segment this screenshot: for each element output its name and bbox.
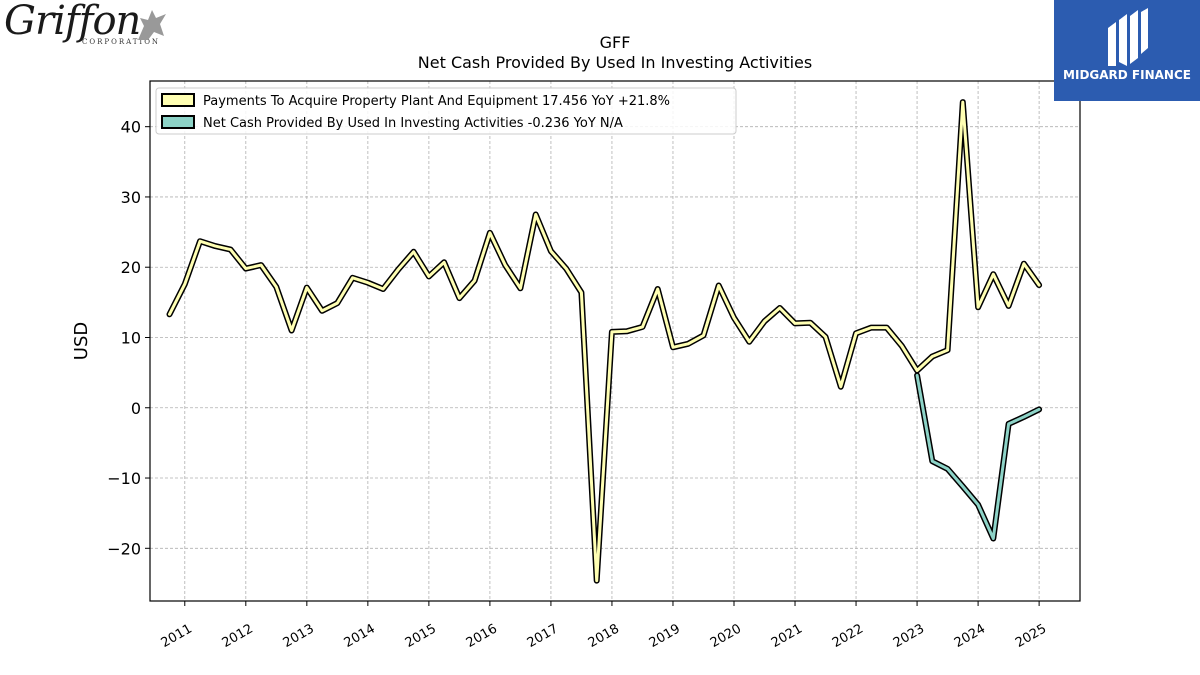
x-tick-label: 2022 [830,621,866,651]
series-lines [166,99,1043,584]
y-tick-label: −20 [107,539,141,558]
x-axis: 2011 2012 2013 2014 2015 2016 2017 2018 2019 2020… [159,601,1049,651]
griffin-icon [138,10,166,40]
y-tick-label: −10 [107,469,141,488]
y-tick-label: 40 [121,118,141,137]
y-tick-label: 0 [131,399,141,418]
x-tick-label: 2016 [464,621,500,651]
legend-box [155,87,737,135]
midgard-wordmark: MIDGARD FINANCE [1063,68,1191,82]
y-axis: −20 −10 0 10 20 30 40 [107,118,150,558]
x-tick-label: 2013 [281,621,317,651]
midgard-logo: MIDGARD FINANCE [1054,0,1200,101]
x-tick-label: 2025 [1013,621,1049,651]
series-line-1 [915,373,1041,540]
x-tick-label: 2015 [403,621,439,651]
y-axis-label: USD [71,322,92,360]
x-tick-label: 2024 [952,621,988,651]
chart-subtitle: Net Cash Provided By Used In Investing A… [418,53,812,72]
legend: Payments To Acquire Property Plant And E… [155,87,737,135]
series-outline-0 [166,99,1043,584]
griffon-sub: CORPORATION [82,38,161,46]
x-tick-label: 2020 [708,621,744,651]
series-line-0 [168,100,1041,583]
legend-label-investing: Net Cash Provided By Used In Investing A… [203,116,623,131]
plot-frame [149,80,1081,602]
chart-title: GFF [600,33,631,52]
x-tick-label: 2011 [159,621,195,651]
x-tick-label: 2021 [769,621,805,651]
y-tick-label: 20 [121,258,141,277]
x-tick-label: 2023 [891,621,927,651]
x-tick-label: 2018 [586,621,622,651]
griffon-wordmark: Griffon [4,0,141,44]
grid-lines [150,81,1080,601]
x-tick-label: 2019 [647,621,683,651]
y-tick-label: 10 [121,328,141,347]
midgard-mark-icon [1108,8,1148,66]
x-tick-label: 2012 [220,621,256,651]
y-tick-label: 30 [121,188,141,207]
legend-label-ppe: Payments To Acquire Property Plant And E… [203,94,670,109]
legend-swatch-ppe [161,93,195,107]
x-tick-label: 2014 [342,621,378,651]
legend-swatch-investing [161,115,195,129]
x-tick-label: 2017 [525,621,561,651]
griffon-logo: Griffon CORPORATION [4,0,174,48]
